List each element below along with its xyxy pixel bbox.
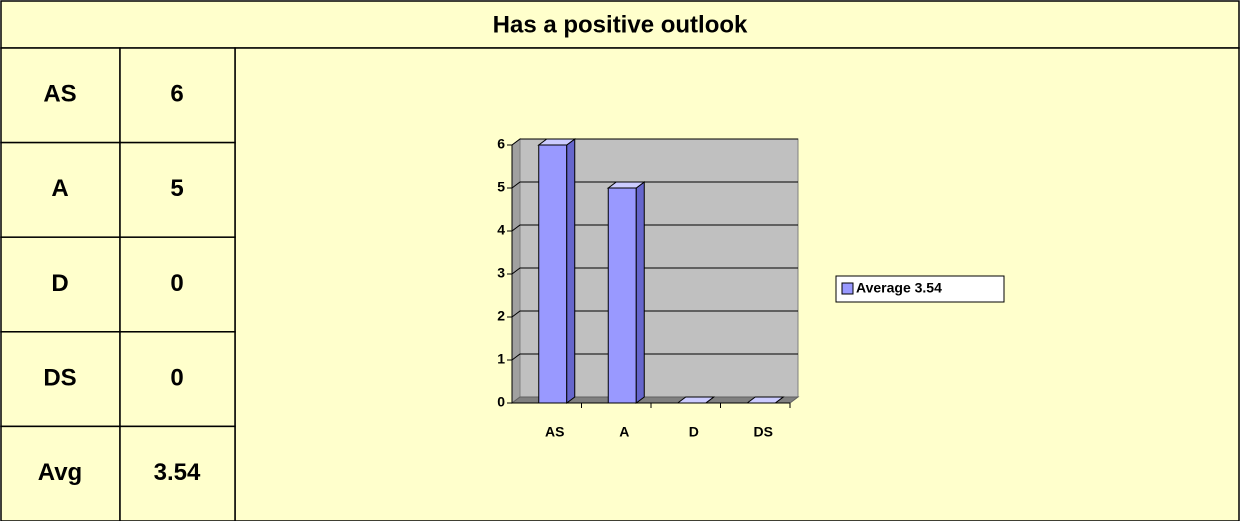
row-label: A bbox=[51, 175, 68, 202]
table-cell bbox=[0, 236, 121, 333]
table-cell bbox=[119, 47, 236, 144]
y-tick-label: 6 bbox=[497, 136, 505, 152]
y-tick-label: 5 bbox=[497, 179, 505, 195]
row-value: 3.54 bbox=[154, 459, 201, 486]
grid-line bbox=[511, 138, 798, 146]
grid-line bbox=[511, 353, 798, 361]
row-value: 0 bbox=[170, 270, 183, 297]
legend-box bbox=[835, 275, 1005, 303]
table-cell bbox=[119, 141, 236, 238]
grid-line bbox=[511, 310, 798, 318]
bar-top bbox=[606, 181, 646, 189]
grid-line bbox=[511, 181, 798, 189]
bar-top bbox=[745, 396, 785, 404]
title-cell bbox=[0, 0, 1240, 49]
row-label: D bbox=[51, 270, 68, 297]
table-cell bbox=[119, 331, 236, 428]
row-value: 0 bbox=[170, 364, 183, 391]
bar-front bbox=[538, 144, 568, 404]
y-tick-label: 4 bbox=[497, 222, 505, 238]
chart: 0 1 2 3 4 5 6 AS A D DS Average 3.54 bbox=[497, 136, 1005, 440]
grid-line bbox=[511, 224, 798, 232]
row-label: Avg bbox=[38, 459, 82, 486]
bar-top bbox=[676, 396, 716, 404]
x-tick-label: DS bbox=[754, 424, 773, 440]
table-cell bbox=[0, 141, 121, 238]
table-cell bbox=[119, 236, 236, 333]
row-value: 5 bbox=[170, 175, 183, 202]
y-tick-label: 3 bbox=[497, 265, 505, 281]
x-tick-label: D bbox=[689, 424, 699, 440]
table: AS 6 A 5 D 0 DS 0 Avg 3.54 bbox=[0, 47, 236, 521]
table-cell bbox=[119, 425, 236, 521]
row-label: DS bbox=[43, 364, 76, 391]
bar-side bbox=[566, 138, 576, 404]
bar-front bbox=[607, 187, 637, 404]
table-cell bbox=[0, 425, 121, 521]
y-tick-label: 0 bbox=[497, 394, 505, 410]
grid-line bbox=[511, 267, 798, 275]
x-tick-label: A bbox=[619, 424, 629, 440]
bar-side bbox=[635, 181, 645, 404]
bar-top bbox=[537, 138, 577, 146]
row-label: AS bbox=[43, 81, 76, 108]
row-value: 6 bbox=[170, 81, 183, 108]
y-tick-label: 1 bbox=[497, 351, 505, 367]
legend-swatch bbox=[841, 282, 854, 295]
y-tick-label: 2 bbox=[497, 308, 505, 324]
title: Has a positive outlook bbox=[493, 11, 748, 38]
legend-label: Average 3.54 bbox=[856, 280, 942, 296]
x-tick-label: AS bbox=[545, 424, 564, 440]
